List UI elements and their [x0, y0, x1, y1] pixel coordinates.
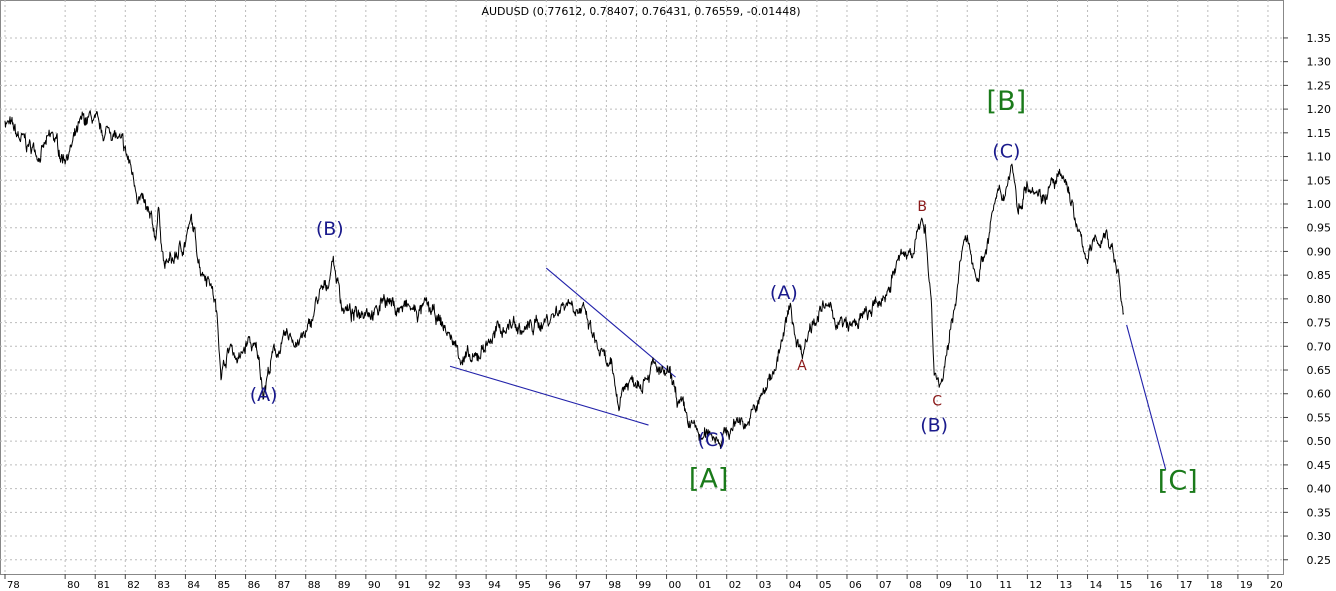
y-tick-label: 0.95: [1307, 222, 1332, 235]
chart-title: AUDUSD (0.77612, 0.78407, 0.76431, 0.765…: [481, 5, 800, 18]
x-tick-label: 89: [338, 580, 351, 591]
x-tick-label: 07: [879, 580, 892, 591]
y-tick-label: 0.85: [1307, 269, 1332, 282]
x-tick-label: 96: [548, 580, 561, 591]
x-tick-label: 85: [217, 580, 230, 591]
x-tick-label: 02: [729, 580, 742, 591]
y-tick-label: 0.35: [1307, 506, 1332, 519]
y-tick-label: 0.40: [1307, 483, 1332, 496]
wave-labels: (A) (B) (C) [A] (A) A B C (B) (C) [B] [C]: [250, 86, 1198, 497]
x-tick-label: 93: [458, 580, 471, 591]
x-tick-label: 78: [7, 580, 20, 591]
x-tick-label: 91: [398, 580, 411, 591]
trendline: [1126, 324, 1167, 470]
y-tick-label: 0.60: [1307, 388, 1332, 401]
x-tick-label: 94: [488, 580, 501, 591]
x-tick-label: 98: [608, 580, 621, 591]
y-tick-label: 0.25: [1307, 554, 1332, 567]
wave-label: (B): [920, 415, 948, 437]
wave-label: (C): [992, 140, 1020, 162]
y-tick-label: 0.30: [1307, 530, 1332, 543]
y-tick-label: 0.50: [1307, 435, 1332, 448]
x-tick-label: 14: [1090, 580, 1103, 591]
x-tick-label: 95: [518, 580, 531, 591]
y-tick-label: 0.70: [1307, 340, 1332, 353]
x-tick-label: 10: [969, 580, 982, 591]
x-tick-label: 81: [97, 580, 110, 591]
trendlines: [449, 267, 1167, 470]
wave-label: [A]: [689, 464, 729, 495]
grid: [0, 0, 1283, 574]
wave-label: [B]: [987, 86, 1027, 117]
x-tick-label: 20: [1270, 580, 1283, 591]
x-tick-label: 88: [308, 580, 321, 591]
x-tick-label: 19: [1240, 580, 1253, 591]
x-tick-label: 97: [578, 580, 591, 591]
x-tick-label: 87: [278, 580, 291, 591]
x-tick-label: 05: [819, 580, 832, 591]
price-line: [4, 110, 1125, 450]
y-tick-label: 1.30: [1307, 56, 1332, 69]
x-tick-label: 04: [789, 580, 802, 591]
x-tick-label: 83: [157, 580, 170, 591]
price-series: [4, 110, 1125, 450]
y-tick-label: 1.05: [1307, 174, 1332, 187]
wave-label: (A): [770, 282, 798, 304]
y-axis: 0.25 0.30 0.35 0.40 0.45 0.50 0.55 0.60 0.65 0.70…: [1283, 32, 1331, 567]
x-tick-label: 13: [1059, 580, 1072, 591]
y-tick-label: 1.20: [1307, 103, 1332, 116]
trendline: [545, 267, 676, 378]
y-tick-label: 0.80: [1307, 293, 1332, 306]
y-tick-label: 0.55: [1307, 411, 1332, 424]
y-tick-label: 0.65: [1307, 364, 1332, 377]
wave-label: (A): [250, 384, 278, 406]
x-tick-label: 09: [939, 580, 952, 591]
y-tick-label: 0.90: [1307, 245, 1332, 258]
x-tick-label: 00: [669, 580, 682, 591]
x-tick-label: 06: [849, 580, 862, 591]
x-tick-label: 17: [1180, 580, 1193, 591]
wave-label: A: [797, 358, 807, 374]
x-tick-label: 18: [1210, 580, 1223, 591]
plot-area: [0, 0, 1284, 575]
x-tick-label: 86: [248, 580, 261, 591]
y-tick-label: 0.75: [1307, 317, 1332, 330]
x-axis: 78 80 81 82 83 84 85 86 87 88 89 90 91 92 93 94 95 96 97 98…: [4, 574, 1283, 591]
x-tick-label: 08: [909, 580, 922, 591]
wave-label: B: [917, 199, 927, 215]
x-tick-label: 82: [127, 580, 140, 591]
x-tick-label: 12: [1029, 580, 1042, 591]
y-tick-label: 1.15: [1307, 127, 1332, 140]
x-tick-label: 03: [759, 580, 772, 591]
wave-label: (C): [698, 429, 726, 451]
x-tick-label: 90: [368, 580, 381, 591]
wave-label: (B): [316, 218, 344, 240]
x-tick-label: 01: [699, 580, 712, 591]
y-tick-label: 0.45: [1307, 459, 1332, 472]
x-tick-label: 99: [638, 580, 651, 591]
y-tick-label: 1.10: [1307, 151, 1332, 164]
x-tick-label: 84: [187, 580, 200, 591]
wave-label: [C]: [1158, 466, 1198, 497]
wave-label: C: [932, 394, 942, 410]
y-tick-label: 1.35: [1307, 32, 1332, 45]
x-tick-label: 92: [428, 580, 441, 591]
x-tick-label: 11: [999, 580, 1012, 591]
y-tick-label: 1.25: [1307, 79, 1332, 92]
x-tick-label: 15: [1120, 580, 1133, 591]
trendline: [449, 365, 649, 426]
x-tick-label: 80: [67, 580, 80, 591]
y-tick-label: 1.00: [1307, 198, 1332, 211]
x-tick-label: 16: [1150, 580, 1163, 591]
